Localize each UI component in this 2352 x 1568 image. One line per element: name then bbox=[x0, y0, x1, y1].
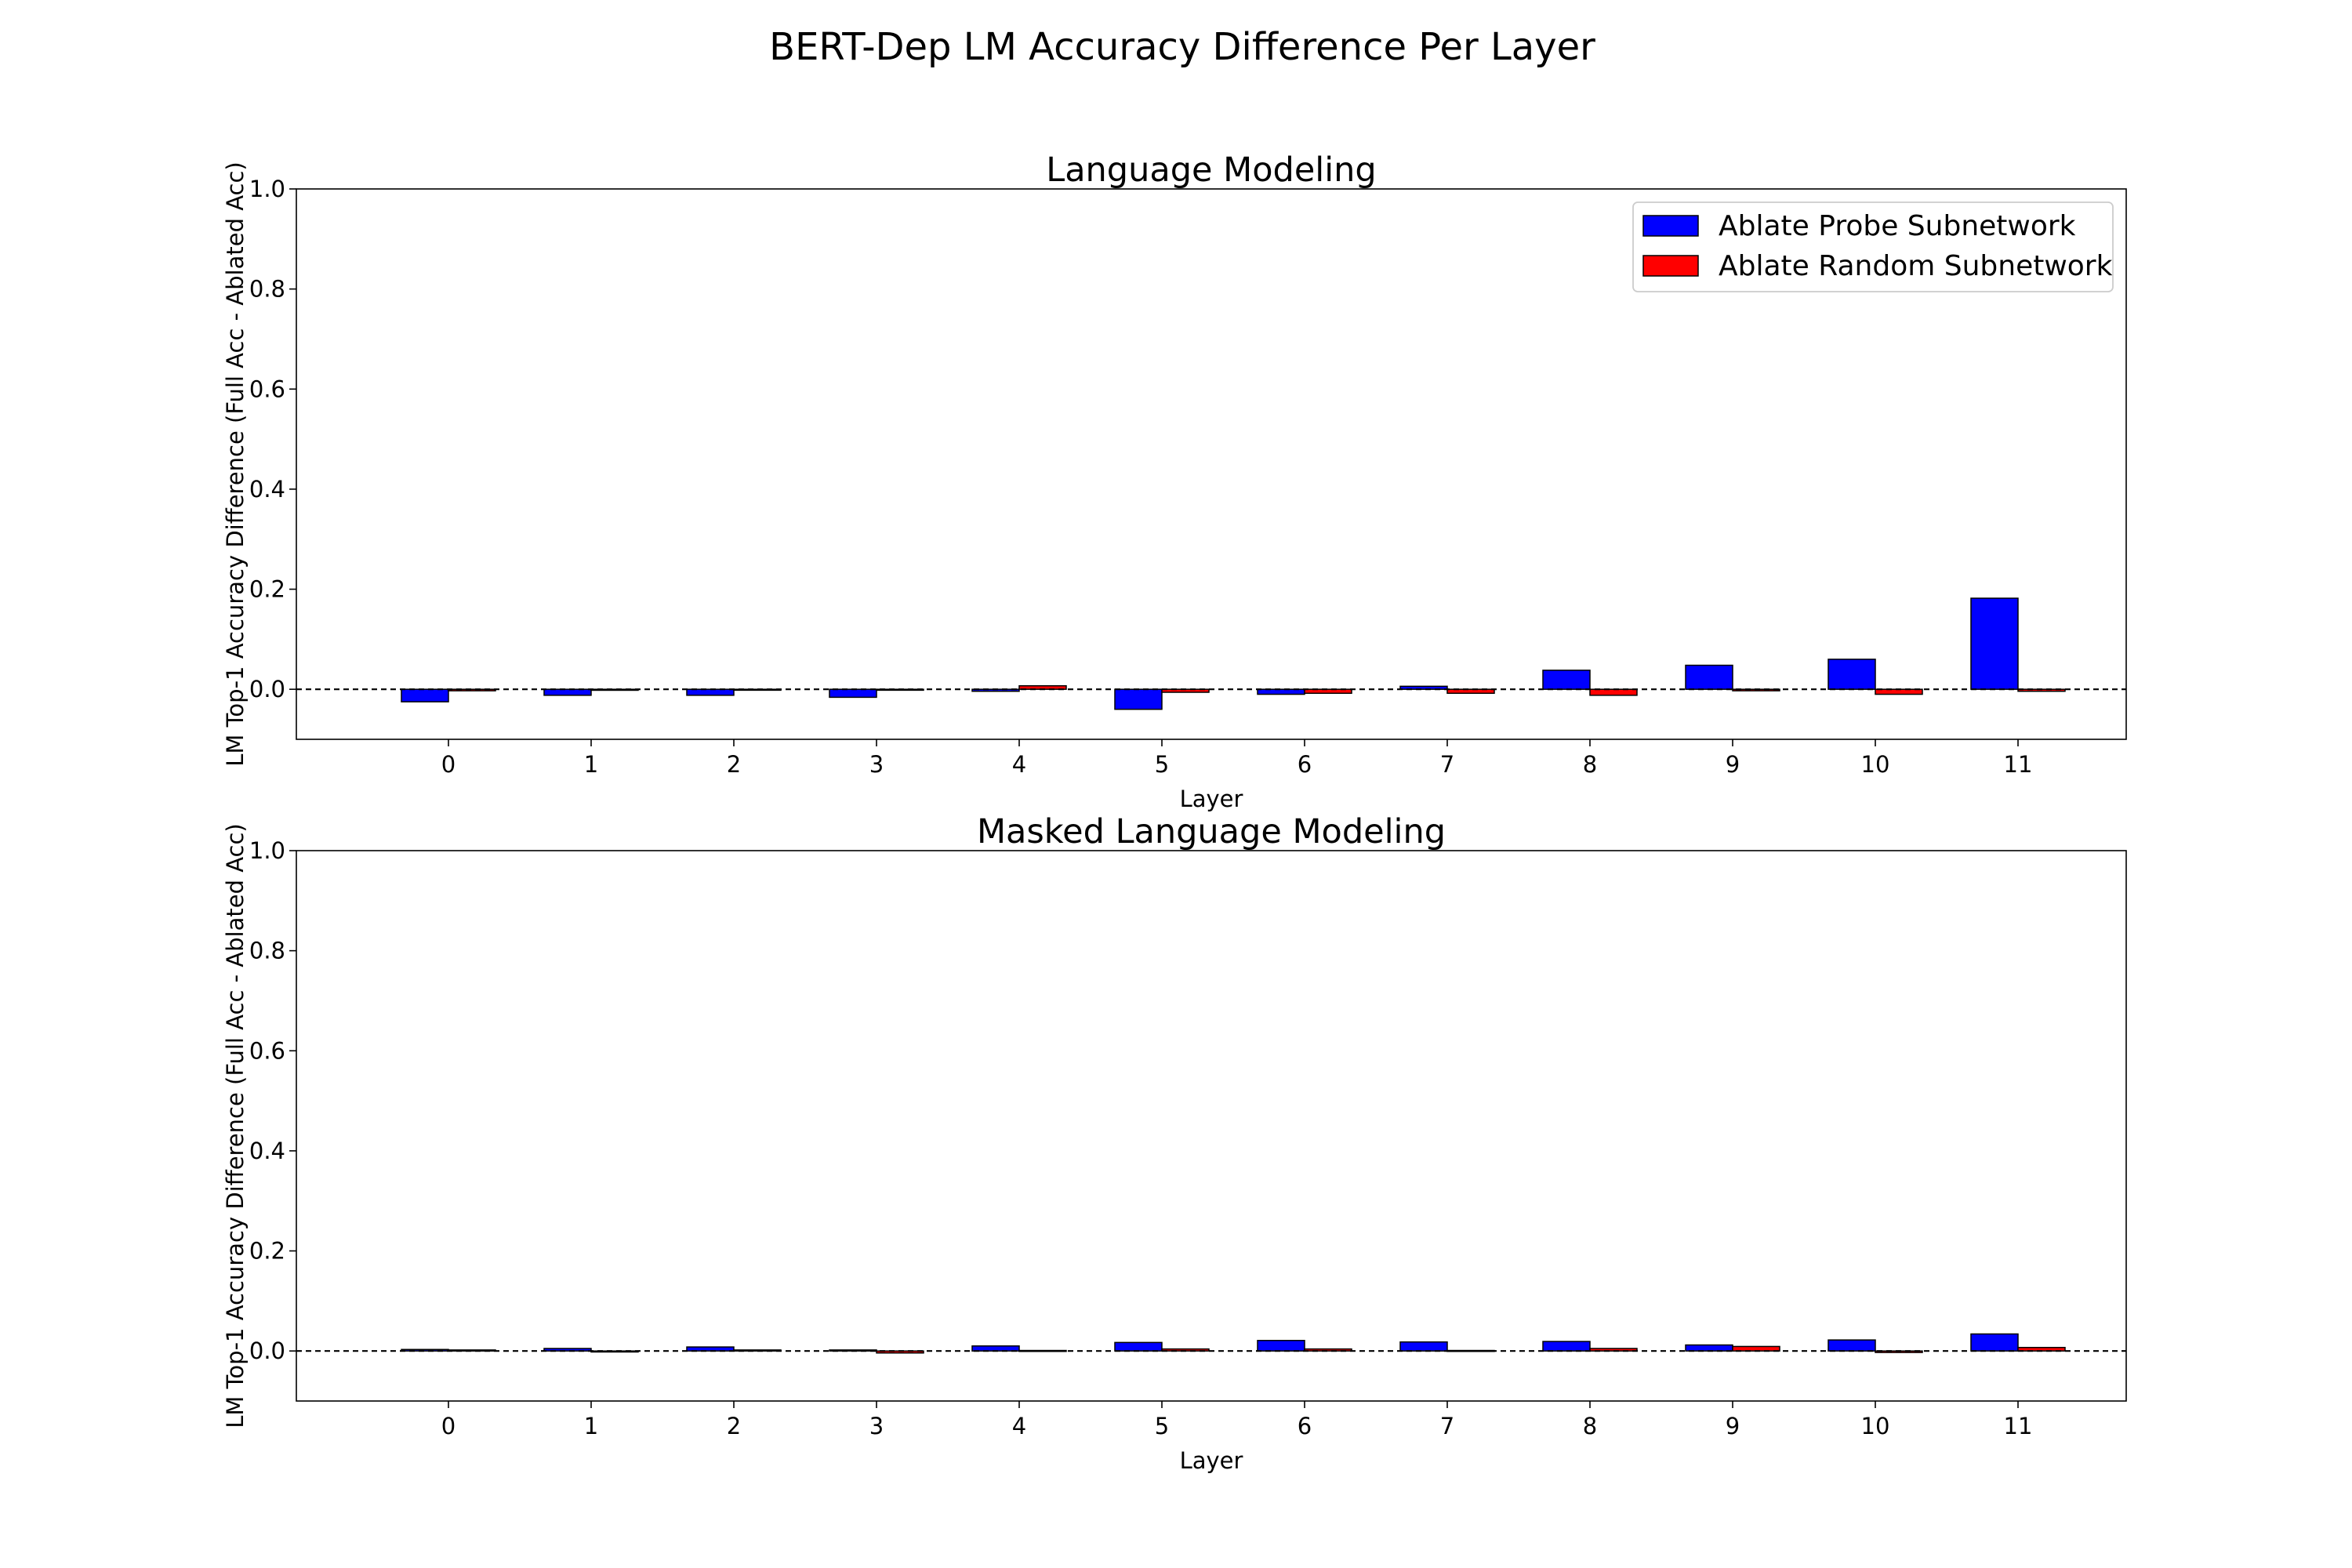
bar-probe-layer-11 bbox=[1970, 1333, 2019, 1352]
x-tick-label: 0 bbox=[441, 751, 456, 778]
x-tick-label: 9 bbox=[1726, 1413, 1740, 1439]
panel-title: Language Modeling bbox=[1046, 151, 1376, 190]
bar-probe-layer-10 bbox=[1828, 1339, 1876, 1352]
x-tick-label: 0 bbox=[441, 1413, 456, 1439]
bar-probe-layer-7 bbox=[1399, 1341, 1448, 1352]
bar-probe-layer-10 bbox=[1828, 659, 1876, 690]
bar-random-layer-6 bbox=[1304, 688, 1352, 695]
x-tick-label: 3 bbox=[869, 1413, 884, 1439]
legend-swatch-probe bbox=[1642, 215, 1699, 237]
bar-random-layer-8 bbox=[1589, 688, 1638, 696]
bar-probe-layer-6 bbox=[1257, 1340, 1305, 1352]
panel-1: Masked Language Modeling 0.0 0.2 0.4 0.6 0.8 1… bbox=[222, 812, 2127, 1474]
figure-title: BERT-Dep LM Accuracy Difference Per Laye… bbox=[769, 25, 1595, 69]
legend: Ablate Probe Subnetwork Ablate Random Sub… bbox=[1632, 201, 2114, 292]
y-tick-label: 0.4 bbox=[249, 476, 285, 503]
legend-box bbox=[1632, 201, 2114, 292]
y-tick-label: 0.8 bbox=[249, 938, 285, 964]
axes-frame bbox=[296, 188, 2127, 740]
x-tick-label: 5 bbox=[1155, 751, 1169, 778]
x-tick-label: 2 bbox=[727, 751, 741, 778]
bar-probe-layer-0 bbox=[401, 688, 449, 702]
bar-probe-layer-7 bbox=[1399, 685, 1448, 690]
x-tick-label: 1 bbox=[584, 751, 598, 778]
y-tick-label: 0.4 bbox=[249, 1138, 285, 1164]
y-tick-label: 0.2 bbox=[249, 576, 285, 603]
x-tick-label: 2 bbox=[727, 1413, 741, 1439]
x-tick-label: 10 bbox=[1861, 1413, 1890, 1439]
x-tick-label: 1 bbox=[584, 1413, 598, 1439]
legend-label-random: Ablate Random Subnetwork bbox=[1719, 250, 2113, 282]
panels: Language Modeling 0.0 0.2 0.4 0.6 0.8 1.0 0 1 2 3 4… bbox=[222, 151, 2127, 1474]
x-tick-label: 4 bbox=[1012, 1413, 1026, 1439]
bar-probe-layer-5 bbox=[1114, 1341, 1163, 1352]
y-tick-label: 1.0 bbox=[249, 837, 285, 864]
y-tick-label: 0.2 bbox=[249, 1238, 285, 1265]
bar-probe-layer-9 bbox=[1685, 1344, 1733, 1352]
y-axis-label: LM Top-1 Accuracy Difference (Full Acc -… bbox=[222, 162, 249, 767]
legend-label-probe: Ablate Probe Subnetwork bbox=[1719, 210, 2076, 242]
y-tick-label: 0.8 bbox=[249, 276, 285, 303]
x-axis-label: Layer bbox=[1180, 786, 1243, 812]
x-tick-label: 5 bbox=[1155, 1413, 1169, 1439]
x-tick-label: 6 bbox=[1298, 751, 1312, 778]
panel-title: Masked Language Modeling bbox=[977, 812, 1446, 851]
bar-random-layer-7 bbox=[1446, 688, 1495, 695]
x-tick-label: 7 bbox=[1440, 751, 1454, 778]
bar-probe-layer-8 bbox=[1542, 1341, 1591, 1352]
x-tick-label: 8 bbox=[1583, 1413, 1597, 1439]
x-tick-label: 10 bbox=[1861, 751, 1890, 778]
bar-probe-layer-1 bbox=[543, 688, 592, 696]
x-tick-label: 11 bbox=[2004, 1413, 2033, 1439]
bar-probe-layer-8 bbox=[1542, 670, 1591, 690]
bar-probe-layer-2 bbox=[686, 688, 735, 696]
legend-swatch-random bbox=[1642, 255, 1699, 277]
y-tick-label: 0.6 bbox=[249, 376, 285, 402]
x-tick-label: 8 bbox=[1583, 751, 1597, 778]
bar-probe-layer-9 bbox=[1685, 664, 1733, 690]
bar-probe-layer-11 bbox=[1970, 597, 2019, 690]
x-axis-label: Layer bbox=[1180, 1447, 1243, 1474]
panel-0: Language Modeling 0.0 0.2 0.4 0.6 0.8 1.0 0 1 2 3 4… bbox=[222, 151, 2127, 812]
y-tick-label: 0.6 bbox=[249, 1037, 285, 1064]
bar-random-layer-6 bbox=[1304, 1348, 1352, 1352]
bar-probe-layer-5 bbox=[1114, 688, 1163, 710]
x-tick-label: 9 bbox=[1726, 751, 1740, 778]
x-tick-label: 11 bbox=[2004, 751, 2033, 778]
x-tick-label: 6 bbox=[1298, 1413, 1312, 1439]
y-tick-label: 0.0 bbox=[249, 1338, 285, 1364]
x-tick-label: 3 bbox=[869, 751, 884, 778]
axes-frame bbox=[296, 850, 2127, 1402]
x-tick-label: 7 bbox=[1440, 1413, 1454, 1439]
bar-probe-layer-1 bbox=[543, 1348, 592, 1352]
x-tick-label: 4 bbox=[1012, 751, 1026, 778]
y-axis-label: LM Top-1 Accuracy Difference (Full Acc -… bbox=[222, 823, 249, 1428]
y-tick-label: 1.0 bbox=[249, 176, 285, 202]
y-tick-label: 0.0 bbox=[249, 676, 285, 702]
bar-probe-layer-3 bbox=[829, 688, 877, 699]
